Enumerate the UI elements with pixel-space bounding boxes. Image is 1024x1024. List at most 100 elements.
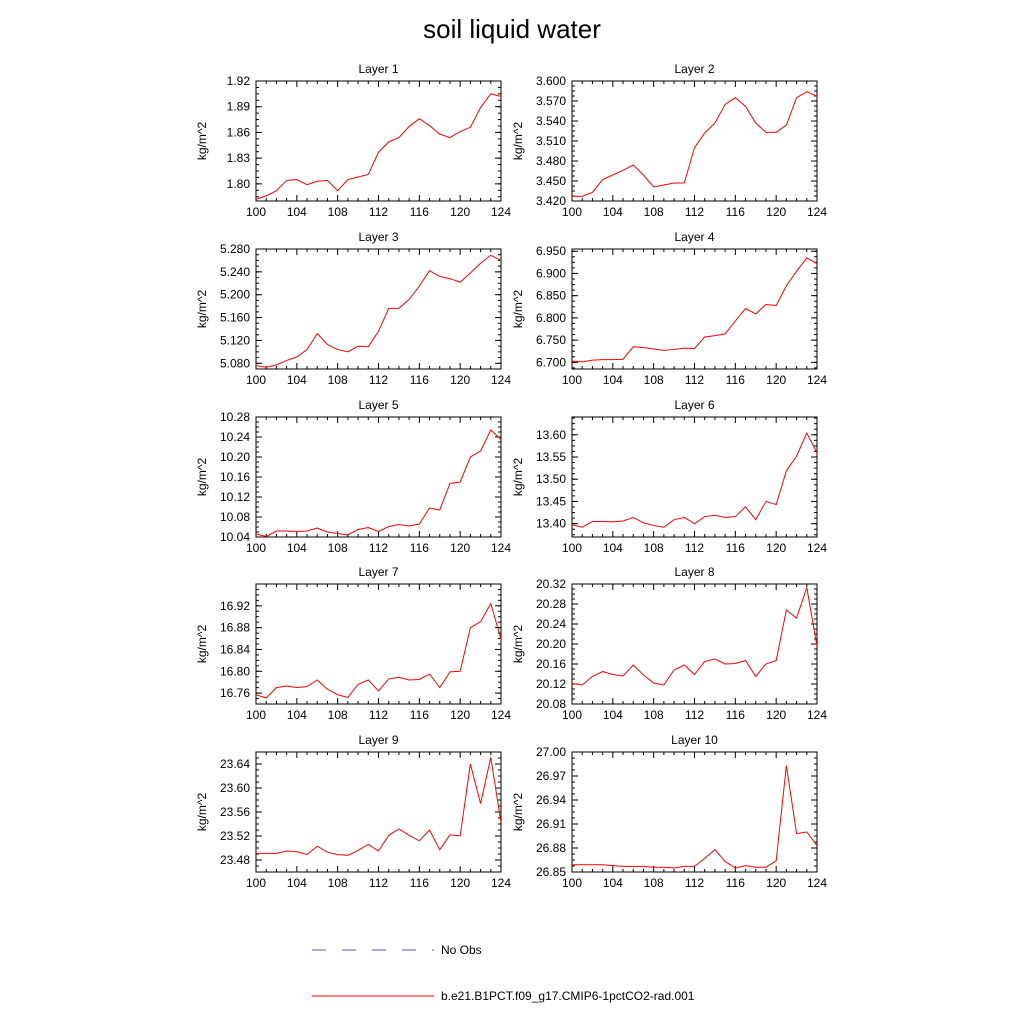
- legend-label-2: b.e21.B1PCT.f09_g17.CMIP6-1pctCO2-rad.00…: [441, 989, 695, 1003]
- x-tick-label: 124: [807, 708, 827, 722]
- x-tick-label: 108: [328, 876, 348, 890]
- x-tick-label: 112: [369, 205, 388, 219]
- x-tick-label: 112: [685, 708, 704, 722]
- x-tick-label: 104: [603, 708, 623, 722]
- y-tick-label: 20.12: [536, 677, 566, 691]
- subplot-layer-5: Layer 5 100 104 108 112 116 120 124 10.04 10.08 10…: [195, 398, 511, 555]
- subplot-layer-2: Layer 2 100 104 108 112 116 120 124 3.420 3.450 3.…: [511, 62, 827, 219]
- plot-frame: [255, 416, 502, 538]
- x-tick-label: 120: [450, 876, 470, 890]
- x-tick-label: 116: [410, 541, 429, 555]
- y-tick-label: 1.80: [227, 177, 251, 191]
- y-tick-label: 5.120: [220, 333, 250, 347]
- plot-frame: [255, 80, 502, 202]
- x-tick-label: 120: [766, 876, 786, 890]
- y-tick-label: 10.24: [220, 430, 250, 444]
- x-tick-label: 112: [369, 541, 388, 555]
- x-tick-label: 116: [726, 876, 745, 890]
- x-tick-label: 124: [807, 205, 827, 219]
- y-tick-label: 20.20: [536, 637, 566, 651]
- x-tick-label: 112: [369, 708, 388, 722]
- y-tick-label: 16.84: [220, 642, 250, 656]
- plot-frame: [571, 583, 818, 705]
- x-tick-label: 112: [685, 876, 704, 890]
- y-tick-label: 16.92: [220, 599, 250, 613]
- y-tick-label: 23.64: [220, 757, 250, 771]
- y-tick-label: 23.48: [220, 853, 250, 867]
- x-tick-label: 124: [491, 876, 511, 890]
- series-line: [256, 429, 501, 537]
- x-tick-label: 124: [491, 708, 511, 722]
- series-line: [256, 254, 501, 368]
- subplot-title: Layer 4: [674, 230, 714, 244]
- subplot-title: Layer 2: [674, 62, 714, 76]
- x-tick-label: 116: [726, 373, 745, 387]
- y-axis-label: kg/m^2: [511, 290, 525, 329]
- y-tick-label: 13.40: [536, 517, 566, 531]
- y-tick-label: 20.28: [536, 597, 566, 611]
- y-tick-label: 20.08: [536, 697, 566, 711]
- y-tick-label: 20.24: [536, 617, 566, 631]
- y-tick-label: 3.510: [536, 134, 566, 148]
- y-tick-label: 13.55: [536, 450, 566, 464]
- series-line: [256, 93, 501, 200]
- x-tick-label: 100: [246, 205, 266, 219]
- y-tick-label: 10.16: [220, 470, 250, 484]
- x-tick-label: 108: [644, 205, 664, 219]
- y-tick-label: 5.280: [220, 242, 250, 256]
- x-tick-label: 124: [491, 541, 511, 555]
- legend-label-1: No Obs: [441, 943, 482, 957]
- y-axis-label: kg/m^2: [511, 458, 525, 497]
- y-axis-label: kg/m^2: [511, 122, 525, 161]
- x-tick-label: 108: [328, 205, 348, 219]
- plot-frame: [571, 248, 818, 370]
- x-tick-label: 120: [766, 373, 786, 387]
- subplot-title: Layer 7: [358, 565, 398, 579]
- y-tick-label: 1.83: [227, 151, 251, 165]
- y-tick-label: 10.04: [220, 530, 250, 544]
- x-tick-label: 120: [766, 205, 786, 219]
- x-tick-label: 108: [644, 373, 664, 387]
- x-tick-label: 116: [410, 205, 429, 219]
- x-tick-label: 100: [562, 708, 582, 722]
- y-tick-label: 5.160: [220, 311, 250, 325]
- y-tick-label: 16.80: [220, 664, 250, 678]
- x-tick-label: 104: [287, 541, 307, 555]
- y-tick-label: 1.92: [227, 74, 251, 88]
- y-tick-label: 1.86: [227, 125, 251, 139]
- y-axis-label: kg/m^2: [195, 122, 209, 161]
- y-axis-label: kg/m^2: [195, 458, 209, 497]
- plot-frame: [571, 416, 818, 538]
- subplot-title: Layer 1: [358, 62, 398, 76]
- subplot-title: Layer 3: [358, 230, 398, 244]
- x-tick-label: 104: [603, 205, 623, 219]
- x-tick-label: 116: [410, 708, 429, 722]
- subplot-layer-1: Layer 1 100 104 108 112 116 120 124 1.80 1.83 1.86…: [195, 62, 511, 219]
- y-tick-label: 3.420: [536, 194, 566, 208]
- y-axis-label: kg/m^2: [511, 793, 525, 832]
- x-tick-label: 104: [603, 373, 623, 387]
- subplot-layer-6: Layer 6 100 104 108 112 116 120 124 13.40 13.45 13…: [511, 398, 827, 555]
- y-axis-label: kg/m^2: [511, 625, 525, 664]
- series-line: [572, 431, 817, 528]
- series-line: [572, 91, 817, 197]
- x-tick-label: 112: [685, 541, 704, 555]
- x-tick-label: 100: [562, 876, 582, 890]
- x-tick-label: 100: [562, 373, 582, 387]
- x-tick-label: 124: [491, 205, 511, 219]
- x-tick-label: 104: [287, 373, 307, 387]
- subplot-layer-8: Layer 8 100 104 108 112 116 120 124 20.08 20.12 20…: [511, 565, 827, 722]
- y-tick-label: 26.91: [536, 817, 566, 831]
- y-tick-label: 13.50: [536, 472, 566, 486]
- x-tick-label: 116: [410, 373, 429, 387]
- y-tick-label: 26.88: [536, 841, 566, 855]
- x-tick-label: 112: [685, 205, 704, 219]
- y-tick-label: 10.28: [220, 410, 250, 424]
- y-tick-label: 16.76: [220, 686, 250, 700]
- x-tick-label: 108: [328, 708, 348, 722]
- plot-frame: [571, 80, 818, 202]
- subplot-title: Layer 8: [674, 565, 714, 579]
- subplot-layer-4: Layer 4 100 104 108 112 116 120 124 6.700 6.750 6.…: [511, 230, 827, 387]
- plot-frame: [255, 583, 502, 705]
- subplot-layer-3: Layer 3 100 104 108 112 116 120 124 5.080 5.120 5.…: [195, 230, 511, 387]
